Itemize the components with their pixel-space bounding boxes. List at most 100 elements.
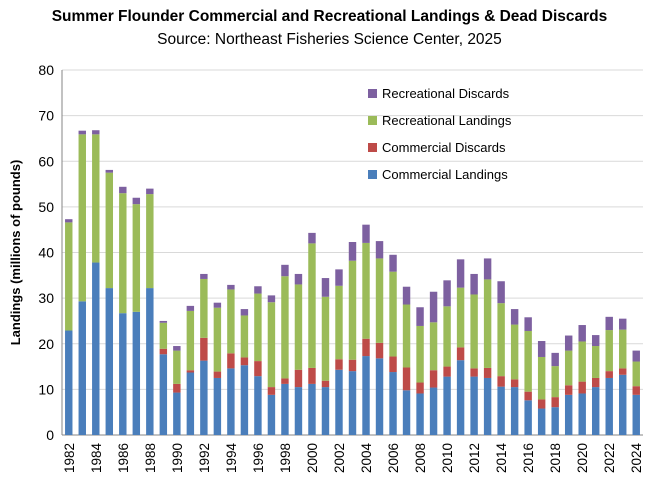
bar-segment-commercial-landings (416, 393, 424, 435)
bar-segment-commercial-landings (362, 356, 370, 435)
bar-segment-recreational-landings (119, 193, 127, 314)
bar-segment-commercial-discards (497, 376, 505, 387)
bar-segment-recreational-discards (254, 286, 262, 294)
bar-segment-recreational-landings (497, 303, 505, 377)
bar-segment-commercial-discards (294, 369, 303, 388)
bar-segment-recreational-discards (551, 352, 559, 367)
bar-segment-commercial-landings (564, 394, 573, 435)
bar-segment-recreational-discards (389, 254, 397, 272)
bar-segment-commercial-discards (240, 357, 249, 366)
y-tick-label: 80 (38, 62, 54, 78)
bar-segment-recreational-discards (308, 232, 316, 244)
bar-segment-recreational-discards (146, 188, 154, 195)
bar-segment-recreational-landings (470, 294, 478, 369)
bar-segment-recreational-landings (605, 330, 613, 372)
legend-label: Recreational Discards (382, 86, 510, 101)
bar-segment-recreational-landings (267, 302, 276, 388)
bar-segment-commercial-landings (200, 360, 208, 435)
bar-segment-commercial-landings (119, 313, 127, 435)
bar-segment-recreational-landings (254, 293, 262, 362)
x-tick-label: 2004 (359, 443, 374, 474)
bar-segment-recreational-landings (348, 260, 357, 360)
x-tick-label: 2016 (521, 443, 536, 473)
bar-segment-recreational-landings (92, 134, 100, 263)
bar-segment-recreational-landings (578, 341, 586, 382)
bar-segment-commercial-discards (605, 371, 613, 378)
bar-segment-commercial-landings (186, 372, 195, 435)
x-tick-label: 1982 (62, 443, 77, 473)
bar-segment-recreational-discards (632, 350, 640, 362)
bar-segment-recreational-discards (281, 264, 289, 277)
bar-segment-commercial-discards (308, 367, 316, 384)
bar-segment-commercial-discards (186, 370, 195, 373)
bar-segment-recreational-discards (294, 273, 303, 285)
bar-segment-commercial-discards (551, 397, 559, 408)
bar-segment-recreational-landings (375, 258, 384, 343)
bar-segment-commercial-landings (105, 288, 114, 435)
bar-segment-commercial-discards (632, 386, 640, 395)
bar-segment-commercial-landings (470, 376, 478, 435)
y-tick-label: 40 (38, 245, 54, 261)
legend-swatch (368, 89, 377, 98)
bar-segment-commercial-discards (416, 382, 424, 394)
bar-segment-commercial-discards (321, 380, 330, 388)
legend-label: Commercial Landings (382, 167, 508, 182)
bar-segment-commercial-landings (456, 360, 465, 435)
bar-segment-recreational-discards (321, 278, 330, 297)
y-tick-label: 30 (38, 290, 54, 306)
bar-segment-recreational-discards (173, 346, 181, 351)
bar-segment-commercial-discards (254, 361, 262, 377)
x-tick-label: 2022 (602, 443, 617, 473)
bar-segment-commercial-discards (335, 359, 343, 370)
bar-segment-commercial-landings (497, 386, 505, 435)
bar-segment-commercial-landings (146, 288, 154, 435)
bar-segment-commercial-landings (375, 358, 384, 435)
x-tick-label: 1988 (143, 443, 158, 473)
bar-segment-recreational-landings (78, 134, 86, 302)
bar-segment-recreational-discards (348, 242, 357, 261)
bar-segment-recreational-discards (159, 320, 168, 323)
bar-segment-commercial-discards (429, 370, 438, 388)
bar-segment-recreational-landings (200, 278, 208, 338)
bar-segment-recreational-discards (470, 273, 478, 295)
bar-segment-commercial-landings (551, 407, 559, 435)
bar-segment-commercial-discards (402, 367, 411, 391)
bar-segment-commercial-landings (267, 394, 276, 435)
bar-segment-recreational-landings (281, 276, 289, 379)
x-tick-label: 2024 (629, 443, 644, 474)
bar-segment-commercial-landings (321, 387, 330, 435)
bar-segment-commercial-discards (591, 377, 600, 388)
y-axis-label: Landings (millions of pounds) (8, 160, 23, 346)
bar-segment-recreational-landings (632, 361, 640, 387)
bar-segment-commercial-discards (564, 385, 573, 395)
x-tick-label: 2014 (494, 443, 509, 474)
bar-segment-recreational-landings (146, 194, 154, 289)
legend-label: Commercial Discards (382, 140, 506, 155)
bar-segment-recreational-landings (240, 315, 249, 358)
bar-segment-commercial-landings (389, 372, 397, 435)
bar-segment-commercial-discards (510, 379, 519, 388)
bar-segment-recreational-discards (186, 305, 195, 311)
bar-segment-recreational-discards (227, 284, 235, 290)
bar-segment-commercial-landings (159, 354, 168, 435)
bar-segment-commercial-discards (227, 353, 235, 369)
bar-segment-commercial-discards (619, 368, 627, 375)
bar-segment-commercial-landings (632, 394, 640, 435)
bar-segment-recreational-discards (240, 309, 249, 316)
x-tick-label: 2010 (440, 443, 455, 473)
bar-segment-recreational-landings (132, 204, 141, 312)
bar-segment-commercial-discards (200, 337, 208, 361)
bar-segment-commercial-discards (173, 383, 181, 393)
bar-segment-recreational-landings (105, 172, 114, 289)
bar-segment-commercial-discards (267, 387, 276, 395)
bar-segment-recreational-discards (619, 318, 627, 330)
y-tick-label: 20 (38, 336, 54, 352)
bar-segment-recreational-landings (456, 287, 465, 348)
bar-segment-commercial-discards (443, 366, 451, 377)
bar-segment-recreational-landings (402, 304, 411, 368)
bar-segment-recreational-discards (524, 317, 532, 331)
bar-segment-commercial-landings (65, 330, 73, 435)
x-tick-label: 2002 (332, 443, 347, 473)
bar-segment-recreational-discards (605, 316, 613, 331)
